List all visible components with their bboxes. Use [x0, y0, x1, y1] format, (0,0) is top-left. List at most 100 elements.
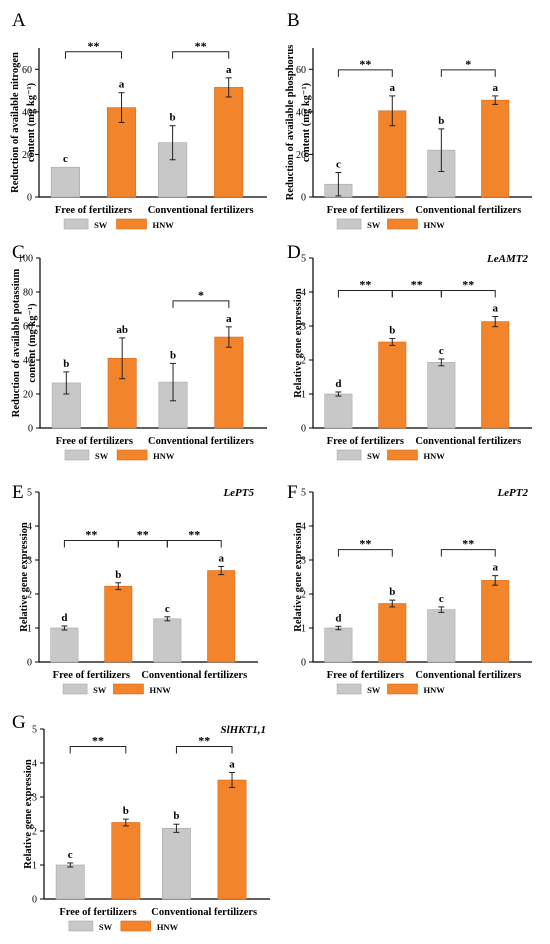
y-tick-label: 3	[301, 322, 306, 333]
y-axis-label: Relative gene expression	[19, 522, 30, 632]
bar-sw-conventional	[427, 362, 456, 429]
significance-letter: ab	[116, 324, 128, 336]
y-tick-label: 2	[32, 827, 37, 838]
y-tick-label: 3	[32, 793, 37, 804]
panel-label: B	[287, 10, 300, 31]
significance-letter: b	[170, 112, 176, 124]
y-tick-label: 2	[301, 590, 306, 601]
significance-letter: c	[68, 849, 73, 861]
significance-stars: **	[462, 277, 474, 291]
bar-sw-conventional	[427, 609, 456, 663]
bar-sw-free	[324, 393, 353, 429]
legend-swatch-sw	[63, 218, 89, 230]
significance-letter: a	[119, 79, 125, 91]
y-tick-label: 1	[301, 390, 306, 401]
significance-stars: **	[462, 537, 474, 551]
panel-G: G 0 1 2 3 4 5 Relative gene expression SlHKT1,1 c…	[12, 712, 270, 932]
bar-hnw-conventional	[207, 570, 236, 663]
group-label: Free of fertilizers	[327, 205, 404, 216]
legend-swatch-sw	[62, 683, 88, 695]
y-tick-label: 20	[296, 150, 306, 161]
legend-label: SW	[367, 451, 381, 461]
legend-swatch-sw	[64, 449, 90, 461]
legend-label: HNW	[423, 451, 445, 461]
significance-stars: **	[198, 734, 210, 748]
bar-hnw-free	[378, 341, 407, 429]
legend-swatch-hnw	[113, 683, 144, 695]
legend-swatch-hnw	[387, 683, 418, 695]
y-axis-label: Reduction of available nitrogen	[10, 52, 21, 193]
panel-E: E 0 1 2 3 4 5 Relative gene expression LePT5 d b c a…	[12, 482, 258, 695]
significance-letter: b	[63, 358, 69, 370]
significance-stars: **	[188, 527, 200, 541]
group-label: Free of fertilizers	[55, 205, 132, 216]
y-tick-label: 4	[301, 288, 306, 299]
group-label: Conventional fertilizers	[141, 670, 247, 681]
significance-letter: c	[63, 153, 68, 165]
y-tick-label: 4	[301, 522, 306, 533]
legend-swatch-hnw	[120, 920, 152, 932]
bar-sw-free	[50, 166, 80, 198]
bar-sw-free	[324, 627, 353, 663]
significance-bracket	[63, 539, 119, 548]
legend-swatch-sw	[68, 920, 94, 932]
significance-bracket	[337, 69, 393, 77]
group-label: Free of fertilizers	[327, 670, 404, 681]
panel-label: G	[12, 712, 26, 733]
bar-hnw-conventional	[214, 336, 244, 429]
bar-sw-free	[50, 627, 79, 663]
y-tick-label: 2	[27, 590, 32, 601]
significance-stars: *	[198, 288, 204, 302]
y-axis-label: Reduction of available phosphorus	[285, 45, 296, 201]
legend-label: SW	[95, 451, 109, 461]
significance-letter: b	[170, 349, 176, 361]
y-tick-label: 0	[32, 895, 37, 906]
legend-label: SW	[94, 220, 108, 230]
bar-hnw-conventional	[217, 779, 247, 900]
significance-letter: a	[390, 82, 396, 94]
y-axis-label: Relative gene expression	[293, 522, 304, 632]
significance-letter: c	[439, 593, 444, 605]
significance-bracket	[337, 289, 393, 298]
significance-bracket	[337, 549, 393, 557]
group-label: Conventional fertilizers	[148, 436, 254, 447]
legend-swatch-sw	[336, 683, 362, 695]
significance-bracket	[64, 51, 123, 59]
significance-bracket	[172, 300, 230, 308]
legend-label: HNW	[157, 922, 179, 932]
y-tick-label: 60	[296, 65, 306, 76]
significance-stars: **	[411, 277, 423, 291]
bar-hnw-conventional	[481, 321, 510, 429]
significance-bracket	[391, 289, 442, 298]
group-label: Free of fertilizers	[59, 907, 136, 918]
y-axis-label: Reduction of available potassium	[11, 269, 22, 418]
legend-swatch-sw	[336, 449, 362, 461]
group-label: Conventional fertilizers	[415, 670, 521, 681]
significance-stars: **	[137, 527, 149, 541]
significance-letter: a	[226, 313, 232, 325]
significance-bracket	[440, 549, 496, 557]
significance-letter: a	[492, 562, 498, 574]
significance-stars: **	[359, 537, 371, 551]
y-axis-label: content (mg kg⁻¹)	[301, 82, 312, 162]
bar-sw-free	[55, 864, 85, 900]
y-tick-label: 2	[301, 356, 306, 367]
y-tick-label: 0	[301, 193, 306, 204]
significance-stars: **	[195, 39, 207, 53]
y-tick-label: 4	[27, 522, 32, 533]
legend-label: SW	[367, 220, 381, 230]
y-tick-label: 1	[301, 624, 306, 635]
gene-label: SlHKT1,1	[220, 724, 266, 736]
y-axis-label: content (mg kg⁻¹)	[26, 82, 37, 162]
gene-label: LePT5	[222, 487, 254, 499]
panel-label: E	[12, 482, 24, 503]
legend-swatch-hnw	[116, 218, 147, 230]
y-tick-label: 3	[301, 556, 306, 567]
significance-letter: b	[173, 810, 179, 822]
significance-letter: a	[229, 759, 235, 771]
significance-letter: d	[335, 612, 341, 624]
group-label: Conventional fertilizers	[151, 907, 257, 918]
significance-letter: b	[389, 586, 395, 598]
y-tick-label: 40	[22, 107, 32, 118]
